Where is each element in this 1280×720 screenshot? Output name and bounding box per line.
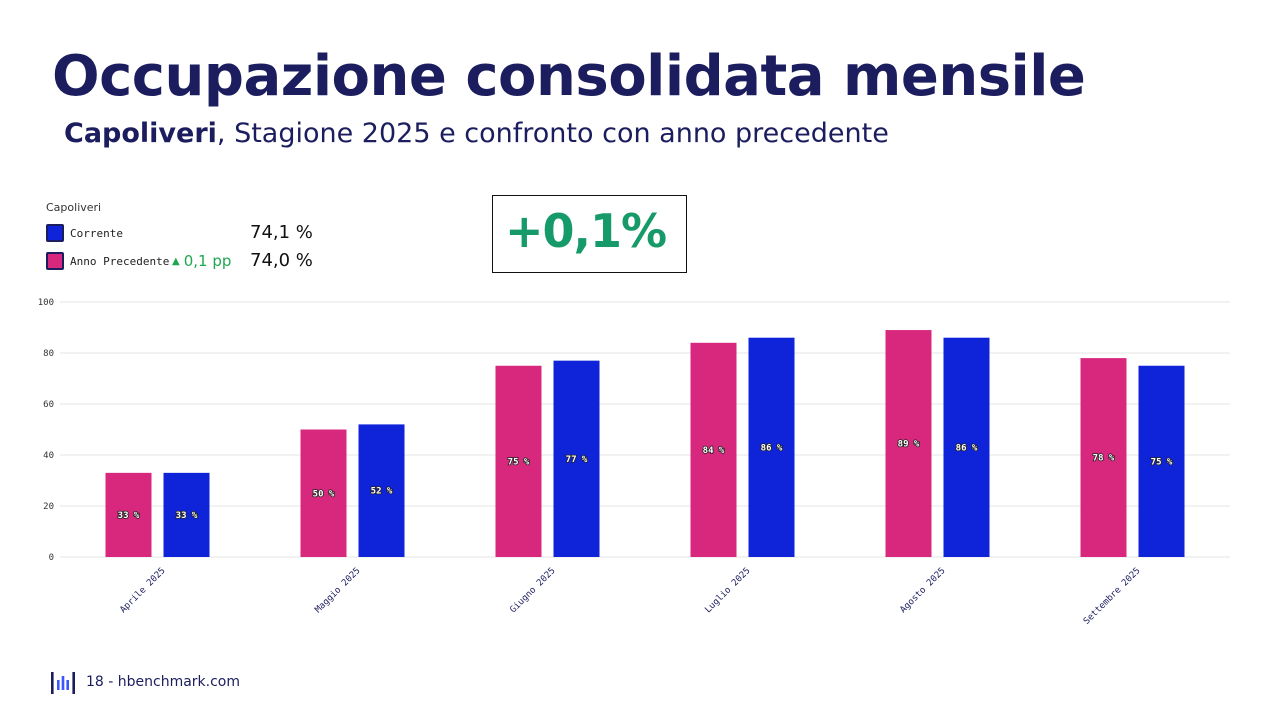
footer-page-info: 18 - hbenchmark.com: [86, 674, 241, 690]
bar-current: [943, 337, 990, 557]
legend-swatch-previous: [46, 252, 64, 270]
y-tick-label: 0: [49, 553, 54, 563]
bar-previous: [885, 330, 932, 557]
legend-item-previous[interactable]: Anno Precedente: [46, 251, 169, 271]
legend-label-current: Corrente: [70, 226, 123, 240]
bar-data-label: 86 %: [956, 443, 978, 453]
x-tick-label: Agosto 2025: [898, 566, 947, 615]
x-tick-label: Maggio 2025: [313, 566, 362, 615]
bar-current: [1138, 365, 1185, 557]
subtitle-location: Capoliveri: [64, 118, 217, 149]
delta-badge: +0,1%: [492, 195, 687, 273]
page-subtitle: Capoliveri, Stagione 2025 e confronto co…: [64, 118, 889, 149]
x-tick-label: Settembre 2025: [1082, 566, 1143, 627]
bar-current: [553, 360, 600, 557]
bar-data-label: 86 %: [761, 443, 783, 453]
bar-data-label: 78 %: [1093, 454, 1115, 464]
x-tick-label: Aprile 2025: [118, 566, 167, 615]
y-tick-label: 60: [43, 400, 54, 410]
bar-previous: [300, 429, 347, 557]
bar-data-label: 33 %: [176, 511, 198, 521]
legend-value-previous: 74,0 %: [250, 250, 313, 271]
bar-data-label: 33 %: [118, 511, 140, 521]
bar-data-label: 50 %: [313, 489, 335, 499]
bar-previous: [105, 472, 152, 557]
bar-data-label: 77 %: [566, 455, 588, 465]
bar-data-label: 75 %: [508, 457, 530, 467]
subtitle-description: , Stagione 2025 e confronto con anno pre…: [216, 118, 889, 149]
bar-data-label: 84 %: [703, 446, 725, 456]
bar-previous: [690, 342, 737, 557]
hbenchmark-logo-icon: [51, 672, 75, 694]
bar-data-label: 89 %: [898, 440, 920, 450]
legend-label-previous: Anno Precedente: [70, 254, 170, 268]
x-tick-label: Luglio 2025: [703, 566, 752, 615]
bar-current: [358, 424, 405, 557]
legend-heading: Capoliveri: [46, 201, 102, 214]
legend-item-current[interactable]: Corrente: [46, 223, 123, 243]
y-tick-label: 80: [43, 349, 54, 359]
triangle-up-icon: ▲: [172, 256, 180, 267]
bar-current: [163, 472, 210, 557]
bar-previous: [1080, 358, 1127, 557]
legend-delta-value: 0,1 pp: [183, 252, 232, 270]
page-title: Occupazione consolidata mensile: [52, 44, 1086, 109]
x-tick-label: Giugno 2025: [508, 566, 557, 615]
legend-swatch-current: [46, 224, 64, 242]
occupancy-bar-chart: 0 20 40 60 80 100 33 % 33 % Aprile 2025 50 % 52 % M…: [38, 298, 1230, 627]
bar-data-label: 52 %: [371, 487, 393, 497]
bar-data-label: 75 %: [1151, 457, 1173, 467]
y-tick-label: 20: [43, 502, 54, 512]
legend-delta: ▲ 0,1 pp: [172, 252, 231, 270]
legend-value-current: 74,1 %: [250, 222, 313, 243]
bar-previous: [495, 365, 542, 557]
y-tick-label: 100: [38, 298, 54, 308]
y-tick-label: 40: [43, 451, 54, 461]
delta-badge-text: +0,1%: [505, 204, 667, 258]
bar-current: [748, 337, 795, 557]
